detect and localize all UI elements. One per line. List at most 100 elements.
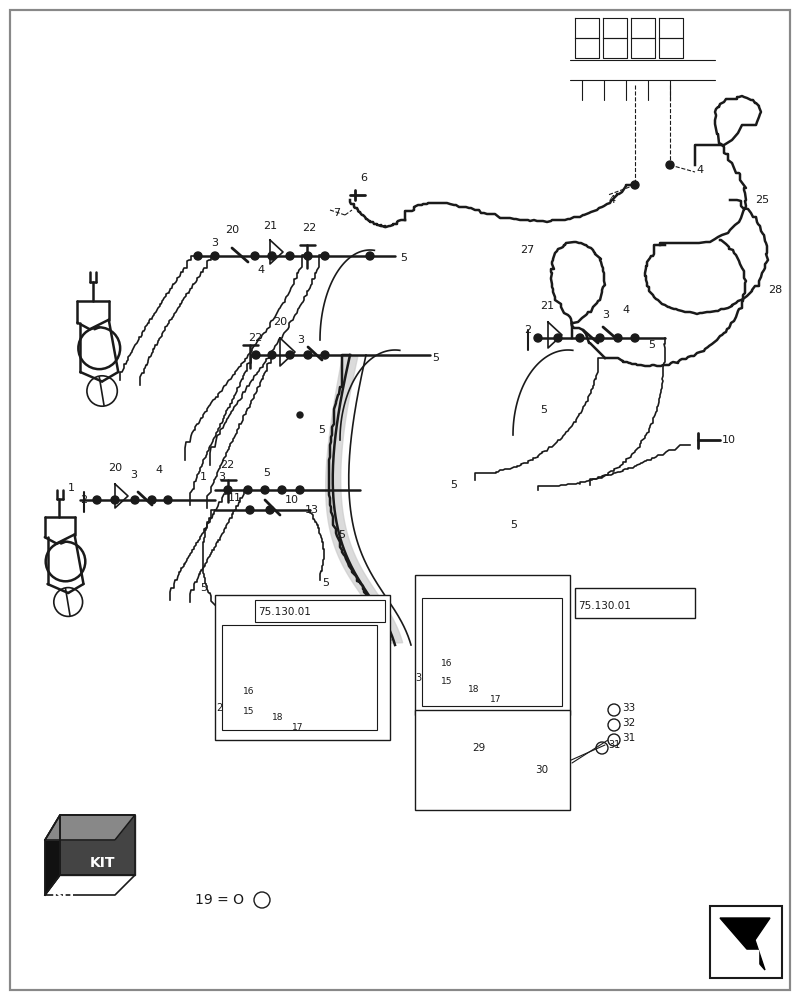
Text: 3: 3 [415, 673, 421, 683]
Text: 30: 30 [535, 765, 548, 775]
Circle shape [278, 486, 286, 494]
Text: 2: 2 [216, 703, 222, 713]
Circle shape [131, 496, 139, 504]
Text: 20: 20 [225, 225, 239, 235]
Circle shape [666, 161, 674, 169]
Text: 29: 29 [472, 743, 486, 753]
Text: 31: 31 [622, 733, 635, 743]
Text: 5: 5 [400, 253, 407, 263]
Text: 18: 18 [468, 686, 479, 694]
Circle shape [321, 252, 329, 260]
Circle shape [266, 506, 274, 514]
Circle shape [451, 688, 463, 700]
Polygon shape [60, 815, 135, 875]
Text: 32: 32 [622, 718, 635, 728]
Circle shape [164, 496, 172, 504]
Text: KIT: KIT [52, 886, 78, 900]
Circle shape [614, 334, 622, 342]
Text: 18: 18 [272, 714, 283, 722]
Text: 11: 11 [228, 493, 242, 503]
Text: 5: 5 [648, 340, 655, 350]
Text: 5: 5 [540, 405, 547, 415]
Circle shape [148, 496, 156, 504]
Text: 22: 22 [302, 223, 316, 233]
Polygon shape [742, 950, 758, 968]
Circle shape [296, 646, 304, 654]
Circle shape [522, 626, 534, 638]
Text: 2: 2 [80, 495, 87, 505]
Text: 19 = O: 19 = O [195, 893, 244, 907]
Bar [422, 598, 562, 706]
Text: 2: 2 [524, 325, 531, 335]
Text: 3: 3 [211, 238, 218, 248]
Text: 21: 21 [540, 301, 554, 311]
Text: 15: 15 [243, 708, 254, 716]
Text: 75.130.01: 75.130.01 [578, 601, 631, 611]
Text: 10: 10 [285, 495, 299, 505]
Text: 7: 7 [333, 208, 340, 218]
Text: 4: 4 [622, 305, 629, 315]
Text: 5: 5 [338, 530, 345, 540]
Circle shape [268, 252, 276, 260]
Circle shape [286, 351, 294, 359]
Text: 17: 17 [490, 696, 502, 704]
Circle shape [297, 412, 303, 418]
Bar [215, 595, 390, 740]
Circle shape [366, 252, 374, 260]
Text: 25: 25 [755, 195, 769, 205]
Text: 4: 4 [155, 465, 162, 475]
Circle shape [288, 713, 302, 727]
Circle shape [111, 496, 119, 504]
Circle shape [244, 486, 252, 494]
Text: 75.130.01: 75.130.01 [258, 607, 311, 617]
Bar [575, 588, 695, 618]
Circle shape [631, 181, 639, 189]
Circle shape [485, 686, 499, 700]
Text: 28: 28 [768, 285, 782, 295]
Circle shape [596, 334, 604, 342]
Text: 33: 33 [622, 703, 635, 713]
Circle shape [244, 711, 252, 719]
Polygon shape [45, 815, 60, 895]
Text: 4: 4 [608, 195, 615, 205]
Text: 17: 17 [292, 722, 303, 732]
Text: 3: 3 [602, 310, 609, 320]
Polygon shape [45, 875, 135, 895]
Text: 5: 5 [450, 480, 457, 490]
Text: 16: 16 [441, 658, 453, 668]
Text: KIT: KIT [90, 856, 115, 870]
Text: 6: 6 [360, 173, 367, 183]
Text: 27: 27 [520, 245, 534, 255]
Circle shape [257, 695, 267, 705]
Text: 5: 5 [263, 468, 270, 478]
Text: 5: 5 [322, 578, 329, 588]
Text: 5: 5 [432, 353, 439, 363]
Bar [415, 575, 570, 715]
Text: 16: 16 [243, 688, 254, 696]
Text: 10: 10 [722, 435, 736, 445]
Bar [255, 600, 385, 622]
Circle shape [631, 334, 639, 342]
Text: 21: 21 [263, 221, 277, 231]
Text: 22: 22 [220, 460, 234, 470]
Text: 5: 5 [200, 583, 207, 593]
Text: 3: 3 [130, 470, 137, 480]
Circle shape [494, 620, 502, 628]
Circle shape [304, 351, 312, 359]
Circle shape [321, 351, 329, 359]
Circle shape [211, 252, 219, 260]
Bar [222, 625, 377, 730]
Circle shape [453, 667, 463, 677]
Text: 5: 5 [318, 425, 325, 435]
Circle shape [251, 252, 259, 260]
Circle shape [286, 252, 294, 260]
Circle shape [511, 612, 521, 622]
Polygon shape [720, 918, 770, 970]
Circle shape [313, 638, 323, 648]
Circle shape [261, 486, 269, 494]
Text: 5: 5 [510, 520, 517, 530]
Polygon shape [326, 357, 402, 643]
Text: 20: 20 [273, 317, 287, 327]
Text: 3: 3 [297, 335, 304, 345]
Text: 31: 31 [608, 740, 620, 750]
